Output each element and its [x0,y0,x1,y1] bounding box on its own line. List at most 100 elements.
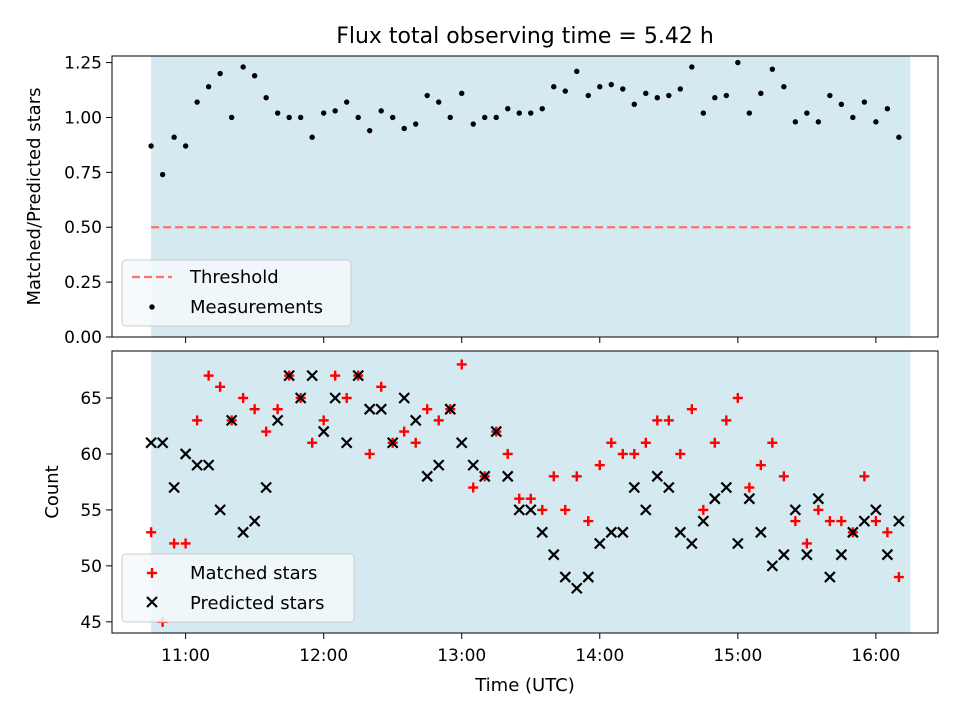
matched-star-marker [238,393,249,403]
measurement-point [274,110,281,116]
matched-star-marker [249,404,260,415]
predicted-star-marker [156,436,169,449]
measurement-point [263,95,269,101]
matched-star-marker [859,471,870,482]
measurement-point [194,99,200,105]
measurement-point [631,101,637,107]
measurement-point [459,90,465,97]
predicted-star-marker [375,403,387,415]
ratio-y-axis-label: Matched/Predicted stars [24,88,45,306]
y-tick-label: 45 [80,613,102,633]
matched-star-marker [548,471,559,482]
predicted-star-marker [168,481,180,494]
predicted-star-marker [593,537,606,550]
measurement-point [436,99,442,105]
measurement-point [654,95,660,101]
matched-star-marker [767,437,778,448]
x-tick-label: 15:00 [713,646,762,666]
predicted-star-marker [444,403,457,415]
y-tick-label: 50 [80,557,102,577]
matched-star-marker [364,448,375,459]
measurement-point [574,68,580,75]
matched-star-marker [261,426,272,437]
ratio-y-axis: 0.00 0.25 0.50 0.75 1.00 1.25 [64,54,112,348]
predicted-star-marker [409,414,422,427]
measurement-point [390,114,396,121]
matched-star-marker [893,572,904,583]
matched-star-marker [307,437,318,448]
matched-star-marker [169,538,180,549]
matched-star-marker [882,527,893,538]
predicted-star-marker [720,481,733,494]
measurement-point [240,64,246,70]
figure-title: Flux total observing time = 5.42 h [336,24,714,49]
measurement-point [401,125,407,132]
matched-star-marker [583,516,594,527]
matched-star-marker [410,437,421,448]
x-tick-label: 14:00 [575,646,624,666]
y-tick-label: 55 [80,501,102,521]
matched-star-marker [318,415,329,426]
measurement-point [585,92,591,99]
count-legend-box [121,553,355,623]
measurement-point [482,114,488,121]
matched-star-marker [376,381,387,392]
ratio-x-ticks [185,337,877,343]
measurement-point [861,99,868,105]
y-tick-label: 0.00 [64,328,102,348]
ratio-legend: Threshold Measurements [121,259,352,327]
matched-star-marker [514,493,525,504]
matched-star-marker [502,448,513,459]
predicted-star-marker [559,571,572,583]
measurement-point [700,110,707,116]
measurement-point [758,90,764,97]
measurement-point [746,110,753,116]
legend-matched-swatch [147,568,157,578]
matched-star-marker [744,482,755,493]
predicted-star-marker [801,548,813,561]
matched-star-marker [468,482,479,493]
measurement-point [884,105,891,112]
predicted-star-marker [858,515,871,527]
measurement-point [677,86,684,92]
matched-star-marker [698,504,709,515]
count-panel-frame [111,350,939,634]
predicted-star-marker [709,492,721,505]
matched-star-marker [433,415,444,426]
y-tick-label: 0.25 [64,273,102,293]
predicted-star-marker [513,504,526,516]
measurement-point [228,114,235,121]
measurement-point [620,86,626,92]
measurement-point [320,110,327,116]
predicted-star-marker [674,526,687,539]
measurement-point [159,171,166,178]
measurement-point [769,66,776,72]
predicted-star-marker [294,392,307,404]
predicted-star-marker [490,425,503,438]
measurement-point [286,114,292,121]
measurement-point [505,105,511,112]
measurement-point [470,121,476,127]
matched-star-marker [594,460,605,471]
matched-star-marker [571,471,582,482]
predicted-star-marker [248,515,261,527]
measurement-point [597,84,603,90]
matched-star-marker [824,516,835,527]
predicted-star-marker [340,436,353,449]
predicted-star-marker [812,492,825,505]
measurement-point [297,114,304,121]
measurement-point [781,84,787,90]
predicted-star-marker [605,526,618,539]
time-x-axis-label: Time (UTC) [474,675,575,696]
predicted-star-marker [547,548,560,561]
predicted-star-marker [317,425,330,438]
matched-star-marker [537,504,548,515]
measurement-point [182,143,189,149]
matched-star-marker [640,437,651,448]
predicted-star-marker [260,481,272,494]
matched-star-marker [456,359,467,370]
matched-star-marker [675,448,686,459]
count-y-axis: 45 50 55 60 65 [80,389,112,633]
ratio-legend-box [121,259,352,327]
predicted-star-marker [732,537,744,550]
